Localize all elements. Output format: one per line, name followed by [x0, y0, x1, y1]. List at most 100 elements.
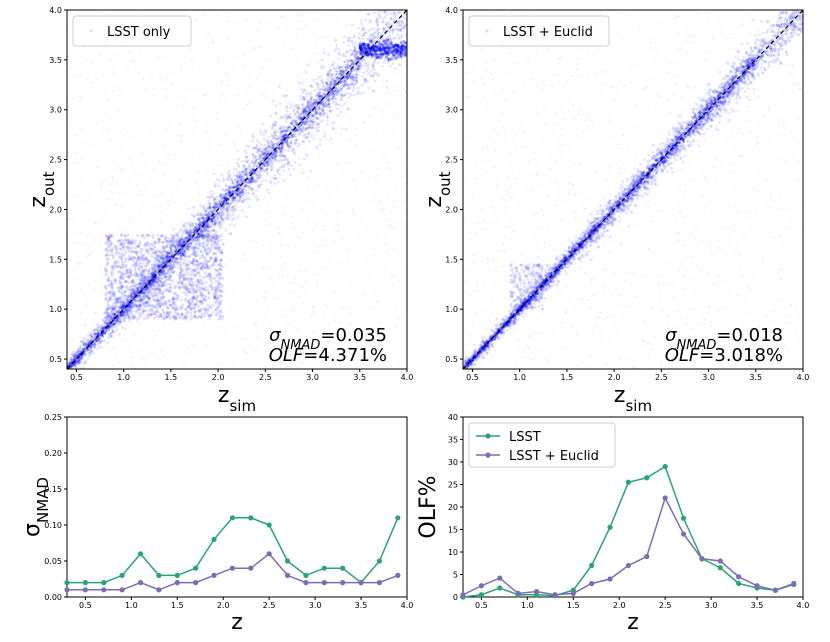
data-point [395, 572, 401, 579]
data-point [533, 589, 540, 595]
data-point [736, 580, 742, 587]
x-tick-label: 2.5 [263, 601, 276, 610]
y-tick-label: 40 [448, 413, 458, 422]
data-point [376, 580, 383, 586]
data-point [119, 572, 125, 579]
data-point [321, 580, 327, 586]
y-tick-label: 3.5 [49, 56, 62, 65]
data-point [284, 558, 291, 564]
y-tick-label: 20 [448, 503, 458, 512]
legend-label: LSST [509, 430, 541, 445]
x-tick-label: 1.5 [165, 373, 178, 382]
data-point [699, 556, 705, 562]
x-tick-label: 4.0 [401, 373, 414, 382]
x-tick-label: 0.5 [475, 601, 488, 610]
data-point [717, 565, 723, 571]
data-point [101, 580, 107, 586]
data-point [211, 536, 217, 543]
x-tick-label: 3.0 [306, 373, 319, 382]
sigma-nmad-annotation: σNMAD=0.035 [269, 325, 387, 353]
line-panel-4: 0.5 1.0 1.5 2.0 2.5 3.0 3.5 4.0 0 5 10 15 20 25 30 35 40… [416, 413, 809, 635]
x-tick-label: 2.5 [259, 373, 272, 382]
x-tick-label: 1.0 [117, 373, 130, 382]
data-point [156, 587, 162, 593]
one-to-one-line [462, 9, 804, 370]
data-point [284, 572, 291, 579]
data-point [82, 587, 88, 593]
x-axis-label: z [231, 610, 243, 635]
series-lsst-euclid [64, 551, 401, 593]
data-point [460, 592, 466, 598]
y-tick-label: 15 [448, 526, 458, 535]
data-point [266, 522, 272, 528]
legend-marker [485, 433, 491, 439]
data-point [137, 551, 144, 557]
x-tick-label: 1.5 [171, 601, 184, 610]
line-panel-3: 0.5 1.0 1.5 2.0 2.5 3.0 3.5 4.0 0.00 0.05 0.10 0.15… [20, 413, 413, 635]
data-point [64, 587, 70, 593]
y-tick-label: 3.0 [49, 106, 62, 115]
y-axis-label: σNMAD [20, 477, 52, 537]
data-point [340, 565, 346, 571]
x-tick-label: 4.0 [401, 601, 414, 610]
data-point [589, 580, 595, 587]
data-point [156, 572, 162, 579]
data-point [736, 574, 742, 580]
y-tick-label: 30 [448, 458, 458, 467]
data-point [644, 553, 650, 560]
x-tick-label: 3.5 [355, 601, 368, 610]
x-tick-label: 2.0 [613, 601, 626, 610]
x-tick-label: 1.5 [567, 601, 580, 610]
data-point [754, 583, 760, 589]
x-tick-label: 2.0 [212, 373, 225, 382]
data-point [497, 585, 503, 591]
x-tick-label: 3.0 [309, 601, 322, 610]
legend: LSST LSST + Euclid [468, 422, 616, 468]
y-tick-label: 0.20 [44, 449, 62, 458]
y-tick-label: 0.5 [49, 355, 62, 364]
data-point [607, 576, 613, 582]
legend-box [468, 422, 616, 468]
data-point [772, 587, 779, 593]
y-tick-label: 1.5 [445, 255, 458, 264]
data-point [211, 572, 217, 579]
data-point [303, 580, 309, 586]
data-point [174, 580, 180, 586]
y-tick-label: 0.00 [44, 593, 62, 602]
y-tick-label: 2.5 [445, 156, 458, 165]
x-tick-label: 2.0 [217, 601, 230, 610]
legend: LSST + Euclid [468, 15, 610, 47]
y-tick-label: 0.15 [44, 485, 62, 494]
y-tick-label: 0.10 [44, 521, 62, 530]
y-tick-label: 1.5 [49, 255, 62, 264]
data-point [248, 565, 254, 571]
data-point [82, 580, 88, 586]
legend-marker [485, 452, 491, 458]
legend-label: LSST + Euclid [509, 449, 599, 464]
data-point [321, 565, 327, 571]
olf-annotation: OLF=4.371% [269, 345, 387, 366]
series-lsst-euclid [460, 495, 797, 598]
y-tick-label: 3.0 [445, 106, 458, 115]
y-tick-label: 0.05 [44, 557, 62, 566]
data-point [119, 587, 125, 593]
y-tick-label: 3.5 [445, 56, 458, 65]
data-point [266, 551, 272, 557]
sigma-nmad-annotation: σNMAD=0.018 [665, 325, 783, 353]
x-tick-label: 0.5 [466, 373, 479, 382]
data-point [552, 592, 558, 598]
axes-frame [66, 9, 408, 370]
y-tick-label: 5 [453, 571, 458, 580]
y-axis-label: OLF% [416, 475, 441, 538]
data-point [193, 580, 199, 586]
axes-frame [66, 416, 408, 598]
x-tick-label: 4.0 [797, 373, 810, 382]
data-point [497, 575, 503, 581]
y-tick-label: 0.25 [44, 413, 62, 422]
x-tick-label: 3.0 [702, 373, 715, 382]
data-point [607, 524, 613, 530]
data-point [680, 531, 687, 537]
data-point [625, 479, 632, 485]
data-point [680, 515, 687, 521]
